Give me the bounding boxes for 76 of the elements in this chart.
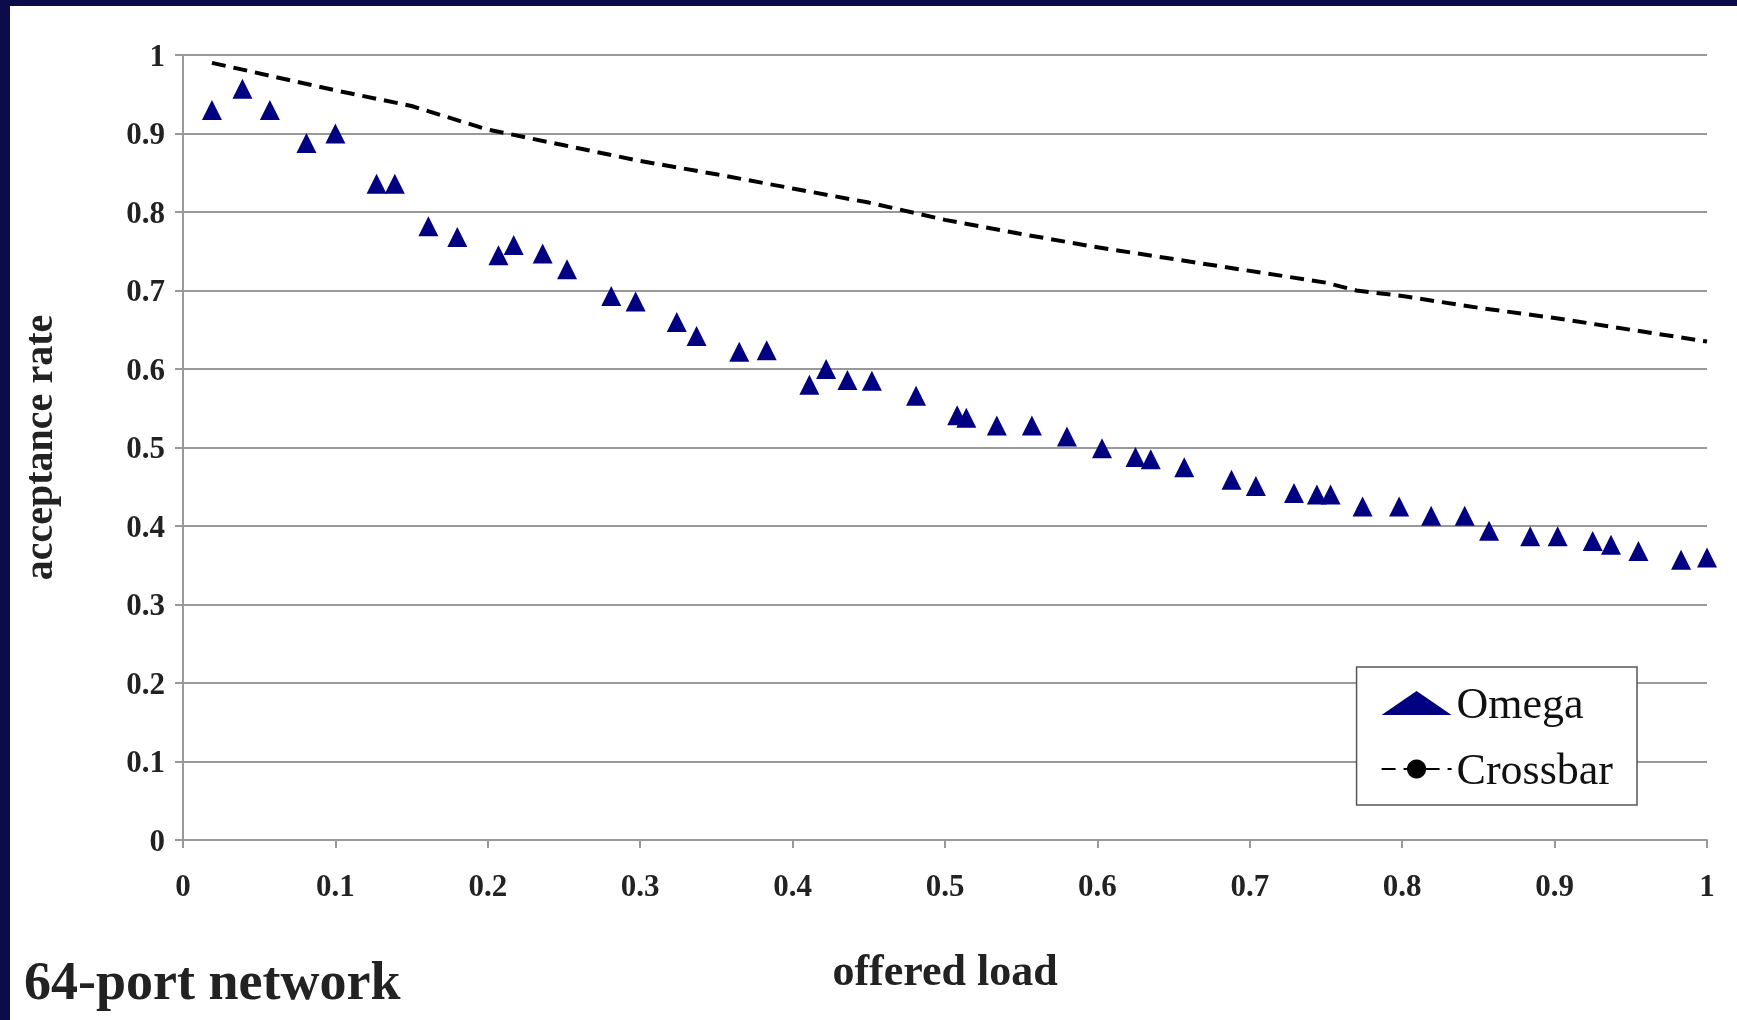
legend-label: Omega [1456,678,1584,728]
line-series [209,60,1709,344]
y-tick-label: 0.9 [126,116,165,151]
point [532,243,553,264]
x-tick-label: 1 [1699,868,1715,903]
point [1174,457,1195,478]
x-tick-label: 0.8 [1382,868,1422,903]
point [1628,541,1649,562]
point [686,326,707,347]
x-tick-label: 0.6 [1078,868,1117,903]
y-tick-label: 0.8 [126,194,165,230]
point [201,99,222,120]
point [1479,520,1500,541]
point [729,341,750,362]
point [816,359,837,379]
point [956,407,977,428]
point [1671,549,1692,570]
y-tick-label: 1 [149,37,165,73]
point [1125,446,1146,467]
point [1021,415,1042,436]
y-axis-title: acceptance rate [15,314,61,581]
legend-label: Crossbar [1456,744,1614,794]
x-tick-label: 0.5 [925,868,965,903]
point [296,132,317,153]
y-tick-label: 0.6 [126,351,165,387]
y-tick-label: 0.5 [126,430,165,465]
point [1697,547,1717,568]
point [906,385,927,406]
point [1352,496,1373,517]
y-tick-label: 0.3 [126,587,165,622]
y-tick-label: 0.4 [126,508,165,544]
point [1320,484,1341,505]
point [325,123,346,144]
x-tick-label: 0 [175,868,191,903]
point [1091,438,1112,459]
point [503,234,524,255]
y-tick-label: 0 [149,822,165,858]
point [232,78,253,99]
point [756,340,777,361]
y-tick-label: 0.1 [126,744,165,779]
point [1389,496,1410,517]
y-tick-label: 0.7 [126,273,165,308]
point [1284,483,1304,504]
point [1245,475,1266,496]
text: 64-port network [24,951,401,1011]
point [384,173,405,194]
point [1582,530,1603,551]
point [625,291,646,312]
x-tick-label: 0.4 [773,868,812,903]
point [986,415,1007,436]
x-axis-title: offered load [832,945,1058,995]
point [488,245,509,266]
x-tick-label: 0.2 [468,868,508,903]
point [1454,505,1475,526]
x-tick-label: 0.9 [1535,868,1574,903]
point [418,216,439,237]
point [1520,526,1541,547]
point [1221,469,1242,490]
point [861,370,882,391]
x-tick-label: 0.7 [1230,868,1270,903]
point [1056,426,1077,447]
x-tick-label: 0.1 [316,868,355,903]
y-tick-label: 0.2 [126,665,165,701]
point [366,173,387,194]
point [557,259,578,280]
point [799,374,820,395]
point [1421,505,1442,526]
point [666,311,687,332]
point [1600,534,1621,555]
point [447,227,468,248]
point [259,99,280,120]
point [837,369,858,390]
point [1140,449,1161,470]
x-tick-label: 0.3 [620,868,660,903]
point [601,285,622,306]
point [1547,526,1568,547]
